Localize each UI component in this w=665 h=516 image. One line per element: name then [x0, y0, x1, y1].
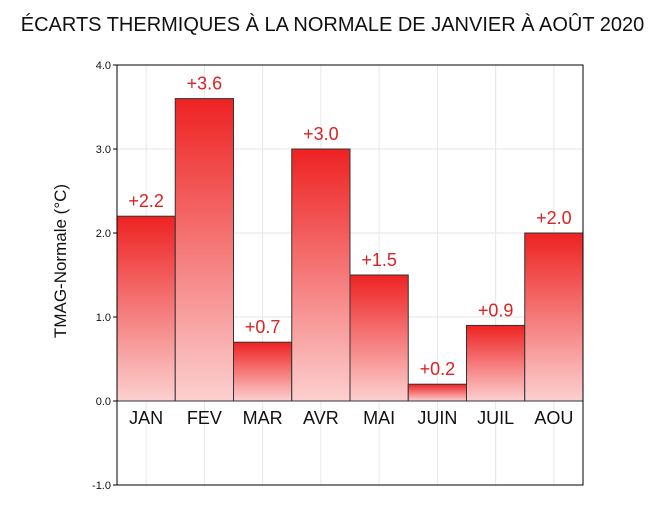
chart-title: ÉCARTS THERMIQUES À LA NORMALE DE JANVIE… [20, 14, 645, 36]
y-tick-label: 1.0 [96, 312, 111, 324]
data-label: +0.2 [420, 359, 456, 379]
data-label: +2.0 [536, 208, 572, 228]
y-axis-label: TMAG-Normale (°C) [51, 184, 70, 338]
bars [116, 98, 584, 402]
x-tick-label: MAI [363, 408, 395, 428]
x-tick-label: JUIL [477, 408, 514, 428]
x-tick-label: FEV [187, 408, 222, 428]
data-label: +0.9 [478, 300, 514, 320]
x-tick-label: AVR [303, 408, 339, 428]
data-label: +2.2 [128, 191, 164, 211]
data-label: +3.6 [187, 74, 223, 94]
bar [233, 341, 293, 402]
y-tick-label: 3.0 [96, 144, 111, 156]
y-tick-label: 2.0 [96, 228, 111, 240]
y-tick-label: -1.0 [92, 480, 111, 492]
x-tick-label: JAN [129, 408, 163, 428]
plot-frame [116, 64, 584, 486]
bar [524, 232, 584, 402]
bar [349, 274, 409, 402]
bar [291, 148, 351, 402]
x-tick-label: AOU [534, 408, 573, 428]
bar [466, 324, 526, 402]
data-label: +1.5 [361, 250, 397, 270]
x-tick-label: MAR [243, 408, 283, 428]
data-labels: +2.2 +3.6 +0.7 +3.0 +1.5 +0.2 +0.9 +2.0 JAN FEV MA… [128, 74, 573, 428]
y-tick-label: 0.0 [96, 396, 111, 408]
bar [407, 383, 467, 402]
data-label: +0.7 [245, 317, 281, 337]
data-label: +3.0 [303, 124, 339, 144]
bar [174, 98, 234, 402]
bar [116, 215, 176, 402]
x-tick-label: JUIN [417, 408, 457, 428]
axes: -1.0 0.0 1.0 2.0 3.0 4.0 [92, 60, 584, 492]
y-tick-label: 4.0 [96, 60, 111, 72]
